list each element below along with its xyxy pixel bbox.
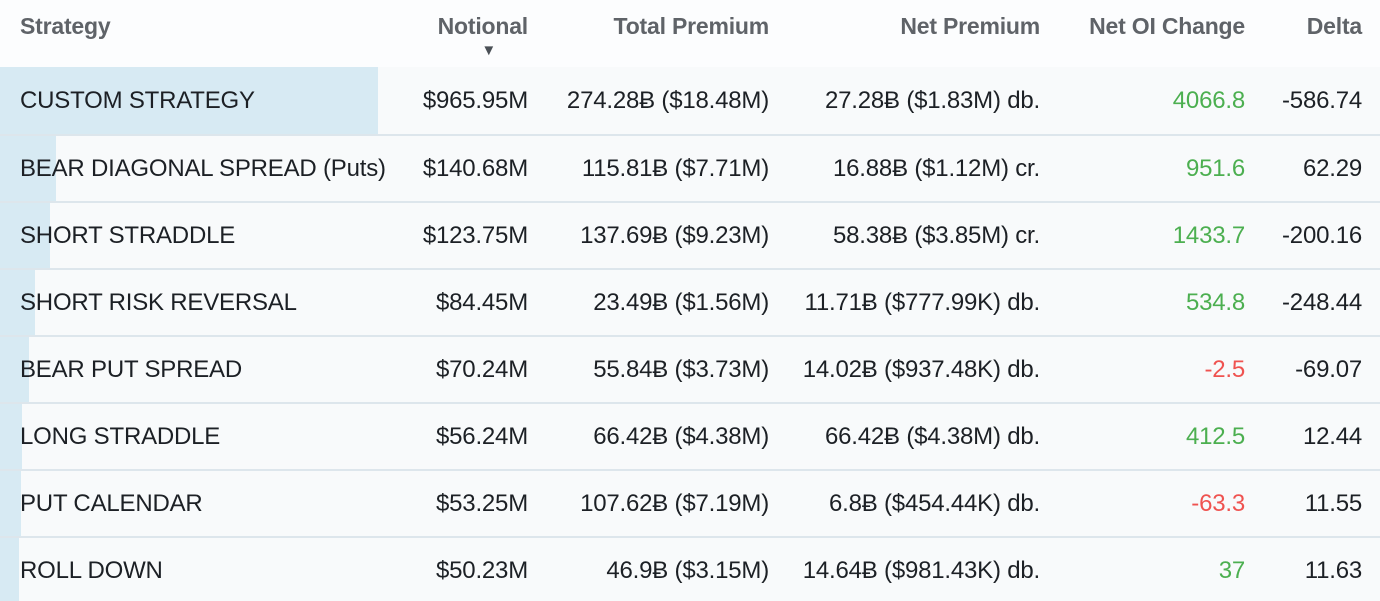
notional-bar	[0, 270, 35, 335]
strategy-cell: SHORT RISK REVERSAL	[20, 288, 297, 316]
notional-bar	[0, 471, 21, 536]
table-row[interactable]: SHORT RISK REVERSAL $84.45M 23.49Ƀ ($1.5…	[0, 268, 1380, 335]
net-premium-cell: 14.64Ƀ ($981.43K) db.	[802, 556, 1041, 584]
column-header-delta[interactable]: Delta	[1306, 13, 1362, 39]
total-premium-cell: 137.69Ƀ ($9.23M)	[580, 221, 769, 249]
notional-cell: $140.68M	[422, 154, 528, 182]
delta-cell: -69.07	[1295, 355, 1362, 383]
strategy-cell: ROLL DOWN	[20, 556, 163, 584]
strategy-cell: PUT CALENDAR	[20, 489, 203, 517]
total-premium-cell: 115.81Ƀ ($7.71M)	[581, 154, 769, 182]
net-oi-change-cell: 37	[1218, 556, 1245, 584]
net-premium-cell: 14.02Ƀ ($937.48K) db.	[802, 355, 1041, 383]
net-oi-change-cell: 534.8	[1185, 288, 1245, 316]
notional-bar	[0, 404, 22, 469]
table-row[interactable]: PUT CALENDAR $53.25M 107.62Ƀ ($7.19M) 6.…	[0, 469, 1380, 536]
delta-cell: 12.44	[1302, 422, 1362, 450]
column-header-strategy[interactable]: Strategy	[20, 13, 111, 39]
total-premium-cell: 46.9Ƀ ($3.15M)	[606, 556, 769, 584]
table-row[interactable]: CUSTOM STRATEGY $965.95M 274.28Ƀ ($18.48…	[0, 67, 1380, 134]
column-header-net-oi-change[interactable]: Net OI Change	[1089, 13, 1245, 39]
table-row[interactable]: BEAR PUT SPREAD $70.24M 55.84Ƀ ($3.73M) …	[0, 335, 1380, 402]
net-premium-cell: 66.42Ƀ ($4.38M) db.	[824, 422, 1040, 450]
column-header-net-premium[interactable]: Net Premium	[900, 13, 1040, 39]
notional-cell: $50.23M	[436, 556, 528, 584]
notional-bar	[0, 203, 50, 268]
net-oi-change-cell: 1433.7	[1172, 221, 1245, 249]
notional-cell: $70.24M	[436, 355, 528, 383]
notional-bar	[0, 136, 56, 201]
table-row[interactable]: LONG STRADDLE $56.24M 66.42Ƀ ($4.38M) 66…	[0, 402, 1380, 469]
notional-cell: $123.75M	[422, 221, 528, 249]
delta-cell: 11.63	[1304, 556, 1362, 584]
notional-cell: $56.24M	[436, 422, 528, 450]
column-header-total-premium[interactable]: Total Premium	[613, 13, 770, 39]
delta-cell: 11.55	[1304, 489, 1362, 517]
strategy-cell: CUSTOM STRATEGY	[20, 86, 255, 114]
delta-cell: -586.74	[1282, 86, 1362, 114]
delta-cell: -248.44	[1282, 288, 1362, 316]
strategy-cell: LONG STRADDLE	[20, 422, 221, 450]
net-premium-cell: 6.8Ƀ ($454.44K) db.	[828, 489, 1040, 517]
net-premium-cell: 16.88Ƀ ($1.12M) cr.	[833, 154, 1040, 182]
net-premium-cell: 11.71Ƀ ($777.99K) db.	[804, 288, 1040, 316]
table-row[interactable]: SHORT STRADDLE $123.75M 137.69Ƀ ($9.23M)…	[0, 201, 1380, 268]
net-oi-change-cell: 951.6	[1185, 154, 1245, 182]
sort-desc-icon: ▼	[481, 42, 496, 60]
net-premium-cell: 27.28Ƀ ($1.83M) db.	[824, 86, 1040, 114]
table-row[interactable]: BEAR DIAGONAL SPREAD (Puts) $140.68M 115…	[0, 134, 1380, 201]
notional-cell: $965.95M	[422, 86, 528, 114]
notional-bar	[0, 337, 29, 402]
total-premium-cell: 55.84Ƀ ($3.73M)	[593, 355, 769, 383]
total-premium-cell: 23.49Ƀ ($1.56M)	[593, 288, 769, 316]
table-header-row: Strategy Notional ▼ Total Premium Net Pr…	[0, 0, 1380, 67]
net-oi-change-cell: -2.5	[1204, 355, 1245, 383]
column-header-notional-label: Notional	[437, 13, 529, 39]
delta-cell: -200.16	[1282, 221, 1362, 249]
total-premium-cell: 274.28Ƀ ($18.48M)	[566, 86, 769, 114]
total-premium-cell: 107.62Ƀ ($7.19M)	[580, 489, 769, 517]
net-oi-change-cell: -63.3	[1191, 489, 1245, 517]
strategy-cell: BEAR PUT SPREAD	[20, 355, 242, 383]
net-oi-change-cell: 412.5	[1185, 422, 1245, 450]
notional-bar	[0, 67, 378, 134]
table-row[interactable]: ROLL DOWN $50.23M 46.9Ƀ ($3.15M) 14.64Ƀ …	[0, 536, 1380, 601]
strategy-cell: BEAR DIAGONAL SPREAD (Puts)	[20, 154, 386, 182]
column-header-notional[interactable]: Notional ▼	[390, 13, 529, 60]
notional-cell: $53.25M	[436, 489, 528, 517]
total-premium-cell: 66.42Ƀ ($4.38M)	[593, 422, 769, 450]
net-oi-change-cell: 4066.8	[1172, 86, 1245, 114]
notional-cell: $84.45M	[436, 288, 528, 316]
notional-bar	[0, 538, 19, 601]
strategy-cell: SHORT STRADDLE	[20, 221, 236, 249]
net-premium-cell: 58.38Ƀ ($3.85M) cr.	[833, 221, 1040, 249]
delta-cell: 62.29	[1302, 154, 1362, 182]
